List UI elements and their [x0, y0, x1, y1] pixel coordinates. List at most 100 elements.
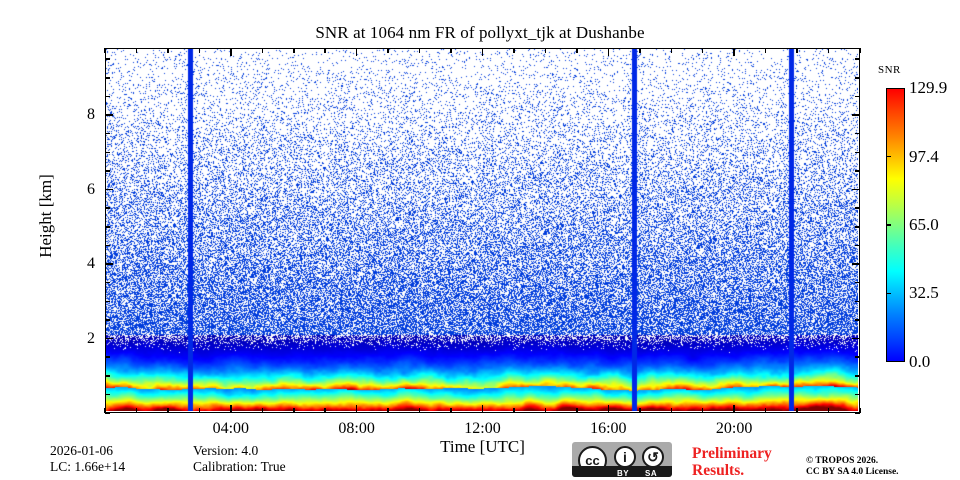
x-minor-tick	[544, 408, 547, 413]
x-minor-tick	[293, 408, 295, 413]
copyright-notice: © TROPOS 2026.	[806, 456, 879, 466]
x-minor-tick	[261, 48, 264, 53]
cc-by-person-icon: i	[614, 446, 636, 468]
y-tick-label: 4	[87, 255, 95, 273]
x-minor-tick	[198, 408, 201, 413]
colorbar-tick-label: 32.5	[909, 283, 939, 303]
y-minor-tick	[855, 375, 860, 377]
y-axis-label: Height [km]	[36, 174, 55, 258]
y-tick-label: 2	[87, 329, 95, 347]
x-minor-tick	[261, 408, 264, 413]
y-minor-tick	[855, 170, 860, 172]
x-minor-tick	[198, 48, 201, 53]
y-minor-tick	[105, 207, 110, 209]
y-major-tick	[852, 188, 860, 191]
y-minor-tick	[855, 393, 860, 396]
x-major-tick	[733, 48, 735, 56]
x-minor-tick	[167, 408, 169, 413]
colorbar-tick	[886, 155, 891, 158]
heatmap-canvas	[106, 49, 858, 411]
y-minor-tick	[105, 77, 110, 79]
x-major-tick	[481, 405, 484, 413]
y-minor-tick	[855, 132, 860, 135]
y-major-tick	[105, 337, 113, 340]
colorbar-title: SNR	[878, 64, 901, 76]
x-tick-label: 16:00	[590, 420, 627, 437]
x-tick-label: 08:00	[338, 420, 375, 437]
y-tick-label: 6	[87, 180, 95, 198]
x-minor-tick	[544, 48, 547, 53]
x-minor-tick	[670, 48, 672, 53]
y-minor-tick	[105, 58, 110, 60]
preliminary-line-2: Results.	[692, 462, 745, 479]
x-major-tick	[607, 405, 610, 413]
footer-version: Version: 4.0	[193, 443, 259, 458]
x-minor-tick	[796, 48, 798, 53]
x-minor-tick	[135, 48, 138, 53]
x-minor-tick	[701, 48, 704, 53]
y-minor-tick	[105, 244, 110, 247]
x-major-tick	[481, 48, 484, 56]
colorbar-tick	[886, 224, 891, 226]
x-minor-tick	[764, 48, 767, 53]
y-minor-tick	[105, 226, 110, 228]
x-minor-tick	[701, 408, 704, 413]
x-major-tick	[230, 405, 232, 413]
x-minor-tick	[639, 408, 641, 413]
x-major-tick	[607, 48, 610, 56]
y-minor-tick	[855, 281, 860, 284]
x-tick-label: 20:00	[715, 420, 753, 437]
plot-area	[105, 48, 860, 413]
x-minor-tick	[387, 408, 389, 413]
x-minor-tick	[387, 48, 389, 53]
y-minor-tick	[855, 412, 860, 414]
footer-lidar-constant: LC: 1.66e+14	[50, 459, 126, 474]
x-minor-tick	[513, 408, 515, 413]
y-minor-tick	[105, 356, 110, 358]
y-major-tick	[105, 188, 113, 191]
cc-by-label: BY	[617, 468, 630, 478]
cc-sharealike-icon: ↺	[642, 446, 664, 468]
x-minor-tick	[450, 408, 452, 413]
x-minor-tick	[670, 408, 672, 413]
y-minor-tick	[105, 300, 110, 302]
x-minor-tick	[324, 48, 326, 53]
x-major-tick	[355, 405, 358, 413]
y-minor-tick	[855, 300, 860, 302]
y-minor-tick	[105, 170, 110, 172]
colorbar-tick	[886, 292, 891, 295]
x-major-tick	[230, 48, 232, 56]
x-minor-tick	[827, 48, 830, 53]
footer-date: 2026-01-06	[50, 443, 113, 458]
y-major-tick	[105, 114, 113, 116]
x-axis-label: Time [UTC]	[440, 437, 525, 456]
y-minor-tick	[105, 375, 110, 377]
x-minor-tick	[104, 48, 106, 53]
cc-sa-label: SA	[645, 468, 658, 478]
x-minor-tick	[796, 408, 798, 413]
creative-commons-badge-icon: cc i ↺ BY SA	[572, 442, 672, 477]
colorbar-tick-label: 0.0	[909, 352, 931, 371]
y-minor-tick	[855, 319, 860, 321]
x-major-tick	[355, 48, 358, 56]
y-major-tick	[852, 114, 860, 116]
x-tick-label: 04:00	[212, 420, 250, 437]
x-minor-tick	[324, 408, 326, 413]
x-minor-tick	[104, 408, 106, 413]
colorbar-tick-label: 97.4	[909, 146, 939, 166]
y-major-tick	[852, 337, 860, 340]
y-major-tick	[105, 263, 113, 265]
x-minor-tick	[576, 408, 578, 413]
y-minor-tick	[105, 95, 110, 98]
x-tick-label: 12:00	[464, 420, 501, 437]
colorbar-tick-label: 65.0	[909, 214, 939, 234]
x-minor-tick	[293, 48, 295, 53]
page-title: SNR at 1064 nm FR of pollyxt_tjk at Dush…	[315, 23, 645, 42]
y-minor-tick	[105, 151, 110, 154]
y-minor-tick	[855, 95, 860, 98]
y-major-tick	[852, 263, 860, 265]
y-minor-tick	[105, 412, 110, 414]
y-minor-tick	[855, 58, 860, 60]
y-minor-tick	[105, 393, 110, 396]
x-minor-tick	[418, 48, 421, 53]
